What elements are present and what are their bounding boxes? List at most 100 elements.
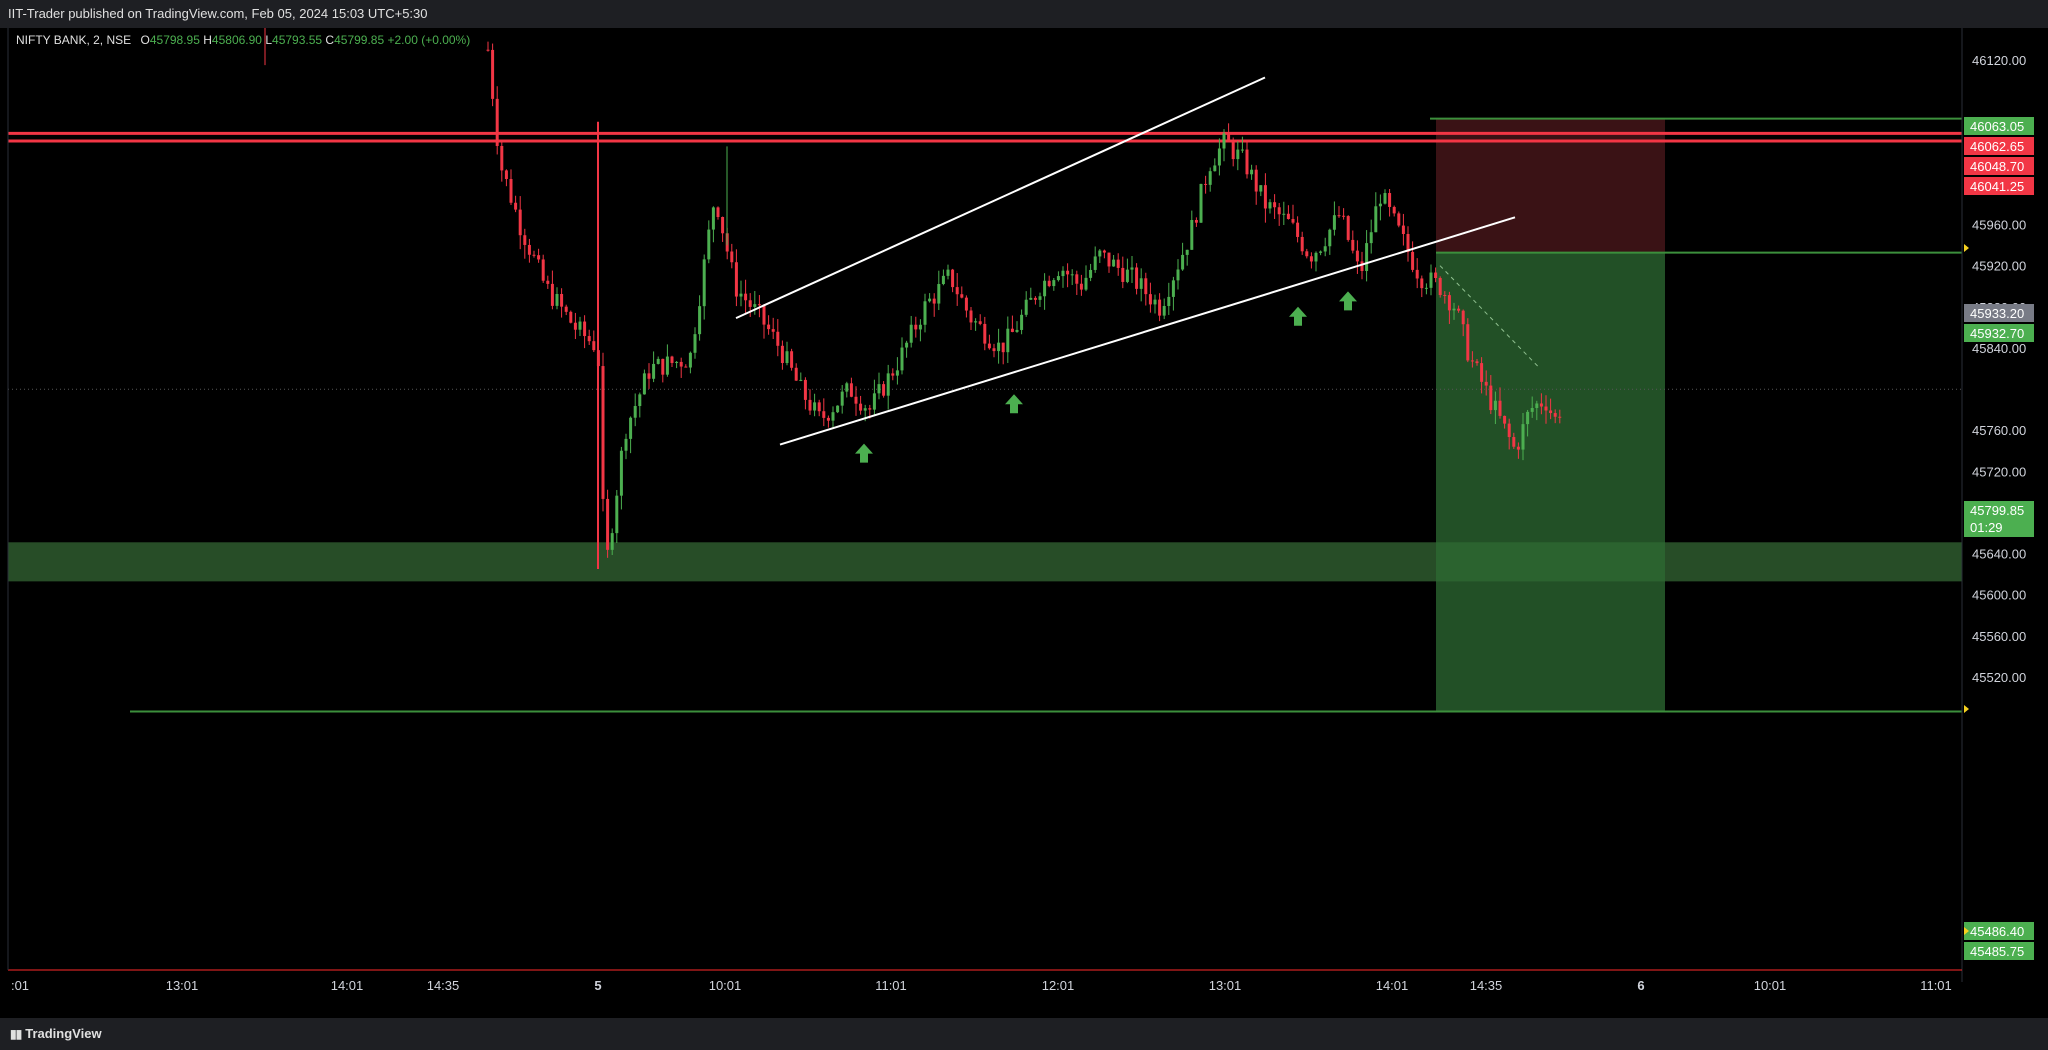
candle-down: [1337, 215, 1341, 217]
candle-down: [1346, 216, 1350, 240]
price-tick-label: 45520.00: [1972, 670, 2026, 685]
candle-down: [587, 336, 591, 342]
candle-down: [491, 49, 495, 99]
candle-up: [1167, 296, 1171, 306]
channel-trendline[interactable]: [735, 76, 1266, 320]
time-tick-label: 14:35: [1470, 978, 1503, 993]
candle-up: [1282, 213, 1286, 215]
candle-up: [941, 275, 945, 285]
bounce-arrow-icon[interactable]: [1289, 306, 1307, 326]
candle-down: [721, 217, 725, 234]
candle-down: [1296, 222, 1300, 237]
candle-up: [739, 293, 743, 297]
candle-up: [1236, 149, 1240, 160]
countdown-label: 01:29: [1970, 520, 2003, 535]
price-tag: [1964, 117, 2034, 135]
candle-down: [1305, 251, 1309, 257]
candle-down: [808, 399, 812, 411]
candle-down: [790, 351, 794, 368]
candle-up: [836, 405, 840, 413]
price-chart[interactable]: 46120.0046000.0045960.0045920.0045880.00…: [0, 18, 2048, 1018]
candle-up: [1052, 280, 1056, 287]
candle-down: [767, 324, 771, 330]
candle-down: [794, 367, 798, 381]
candle-down: [1549, 410, 1553, 414]
candle-down: [1489, 385, 1493, 411]
candle-down: [527, 244, 531, 255]
time-tick-label: 14:01: [1376, 978, 1409, 993]
chart-area[interactable]: 46120.0046000.0045960.0045920.0045880.00…: [0, 18, 2048, 1018]
candle-down: [803, 379, 807, 400]
time-tick-label: 11:01: [875, 978, 907, 993]
candle-down: [1475, 361, 1479, 364]
support-zone[interactable]: [8, 542, 1962, 582]
candle-up: [909, 324, 913, 343]
candle-up: [928, 298, 932, 302]
candle-up: [1125, 269, 1129, 282]
candle-down: [1135, 267, 1139, 289]
candle-up: [555, 293, 559, 306]
candle-up: [1328, 229, 1332, 247]
candle-down: [1397, 213, 1401, 226]
ohlc-legend: NIFTY BANK, 2, NSE O45798.95 H45806.90 L…: [16, 33, 470, 47]
candle-up: [1181, 254, 1185, 270]
candle-up: [900, 347, 904, 371]
candle-down: [1047, 280, 1051, 287]
candle-down: [744, 293, 748, 301]
candle-down: [992, 348, 996, 352]
candle-down: [1342, 215, 1346, 217]
candle-down: [955, 287, 959, 295]
candle-up: [688, 352, 692, 368]
candle-down: [1466, 324, 1470, 361]
candle-down: [730, 251, 734, 263]
candle-up: [1526, 411, 1530, 425]
bounce-arrow-icon[interactable]: [855, 443, 873, 463]
candle-down: [601, 366, 605, 499]
candle-down: [606, 498, 610, 550]
take-profit-zone[interactable]: [1436, 252, 1665, 712]
candle-down: [1415, 269, 1419, 279]
candle-down: [1075, 274, 1079, 284]
candle-down: [1420, 278, 1424, 289]
candle-down: [1107, 252, 1111, 267]
candle-up: [946, 269, 950, 276]
candle-down: [647, 373, 651, 379]
brand-text: TradingView: [25, 1026, 102, 1041]
candle-down: [734, 262, 738, 297]
candle-down: [891, 373, 895, 376]
candle-down: [1411, 251, 1415, 270]
candle-down: [1539, 403, 1543, 407]
price-tag: [1964, 177, 2034, 195]
candle-down: [1227, 133, 1231, 143]
candle-down: [1148, 294, 1152, 305]
candle-up: [624, 438, 628, 451]
candle-up: [974, 321, 978, 323]
tradingview-logo[interactable]: ▮▮ TradingView: [10, 1018, 102, 1050]
bottom-bar: ▮▮ TradingView: [0, 1018, 2048, 1050]
candle-down: [859, 403, 863, 411]
price-tag-label: 46062.65: [1970, 139, 2024, 154]
open-value: 45798.95: [149, 33, 200, 47]
candle-down: [1360, 261, 1364, 272]
candle-up: [1323, 246, 1327, 252]
bounce-arrow-icon[interactable]: [1005, 394, 1023, 414]
candle-down: [1443, 295, 1447, 297]
bounce-arrow-icon[interactable]: [1339, 291, 1357, 311]
stop-loss-zone[interactable]: [1436, 118, 1665, 253]
candle-down: [670, 356, 674, 363]
candle-down: [532, 254, 536, 256]
candle-down: [776, 331, 780, 346]
candle-down: [1461, 310, 1465, 325]
candle-up: [1217, 148, 1221, 166]
channel-trendline[interactable]: [779, 216, 1516, 446]
candle-down: [1033, 297, 1037, 300]
candle-up: [698, 306, 702, 335]
candle-down: [504, 170, 508, 180]
candle-down: [500, 145, 504, 171]
candle-up: [1015, 329, 1019, 332]
candle-up: [615, 495, 619, 534]
candle-down: [514, 202, 518, 210]
candle-up: [1429, 272, 1433, 288]
candle-up: [1112, 259, 1116, 267]
price-tag: [1964, 137, 2034, 155]
